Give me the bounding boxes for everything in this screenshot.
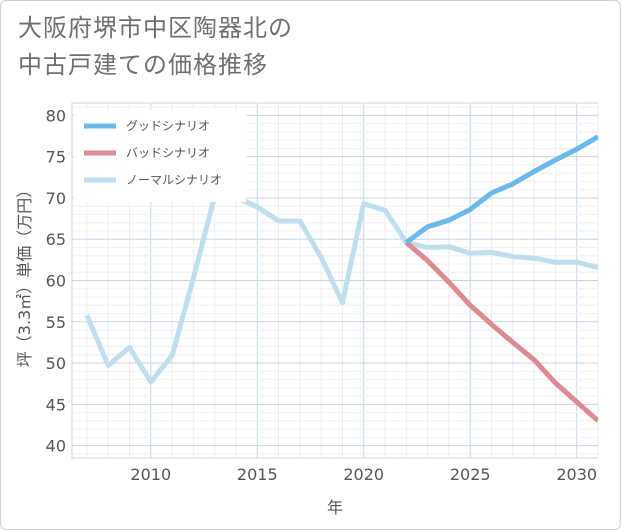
x-tick-label: 2020 [343,465,384,484]
series-line-2 [84,193,598,385]
series-line-0 [404,134,598,245]
y-tick-label: 60 [46,272,66,291]
x-tick-label: 2015 [237,465,278,484]
title-line-2: 中古戸建ての価格推移 [18,51,268,79]
axis-ticks: 40 45 50 55 60 65 70 75 80 2010 2015 2020 2025 2030 [46,106,597,484]
x-tick-label: 2030 [556,465,597,484]
y-tick-label: 70 [46,189,66,208]
y-tick-label: 45 [46,395,66,414]
y-tick-label: 50 [46,354,66,373]
y-tick-label: 40 [46,437,66,456]
x-tick-label: 2025 [450,465,491,484]
legend-label: グッドシナリオ [126,119,210,133]
y-tick-label: 65 [46,230,66,249]
series-lines [84,134,598,423]
legend-label: ノーマルシナリオ [126,173,222,187]
y-tick-label: 55 [46,313,66,332]
y-tick-label: 80 [46,106,66,125]
x-tick-label: 2010 [130,465,171,484]
y-tick-label: 75 [46,148,66,167]
x-axis-title: 年 [327,498,343,517]
title-line-1: 大阪府堺市中区陶器北の [18,14,293,42]
series-line-1 [404,240,598,423]
legend-label: バッドシナリオ [126,146,210,160]
page-title: 大阪府堺市中区陶器北の 中古戸建ての価格推移 [18,10,293,84]
y-axis-title: 坪（3.3㎡）単価（万円） [15,182,34,367]
